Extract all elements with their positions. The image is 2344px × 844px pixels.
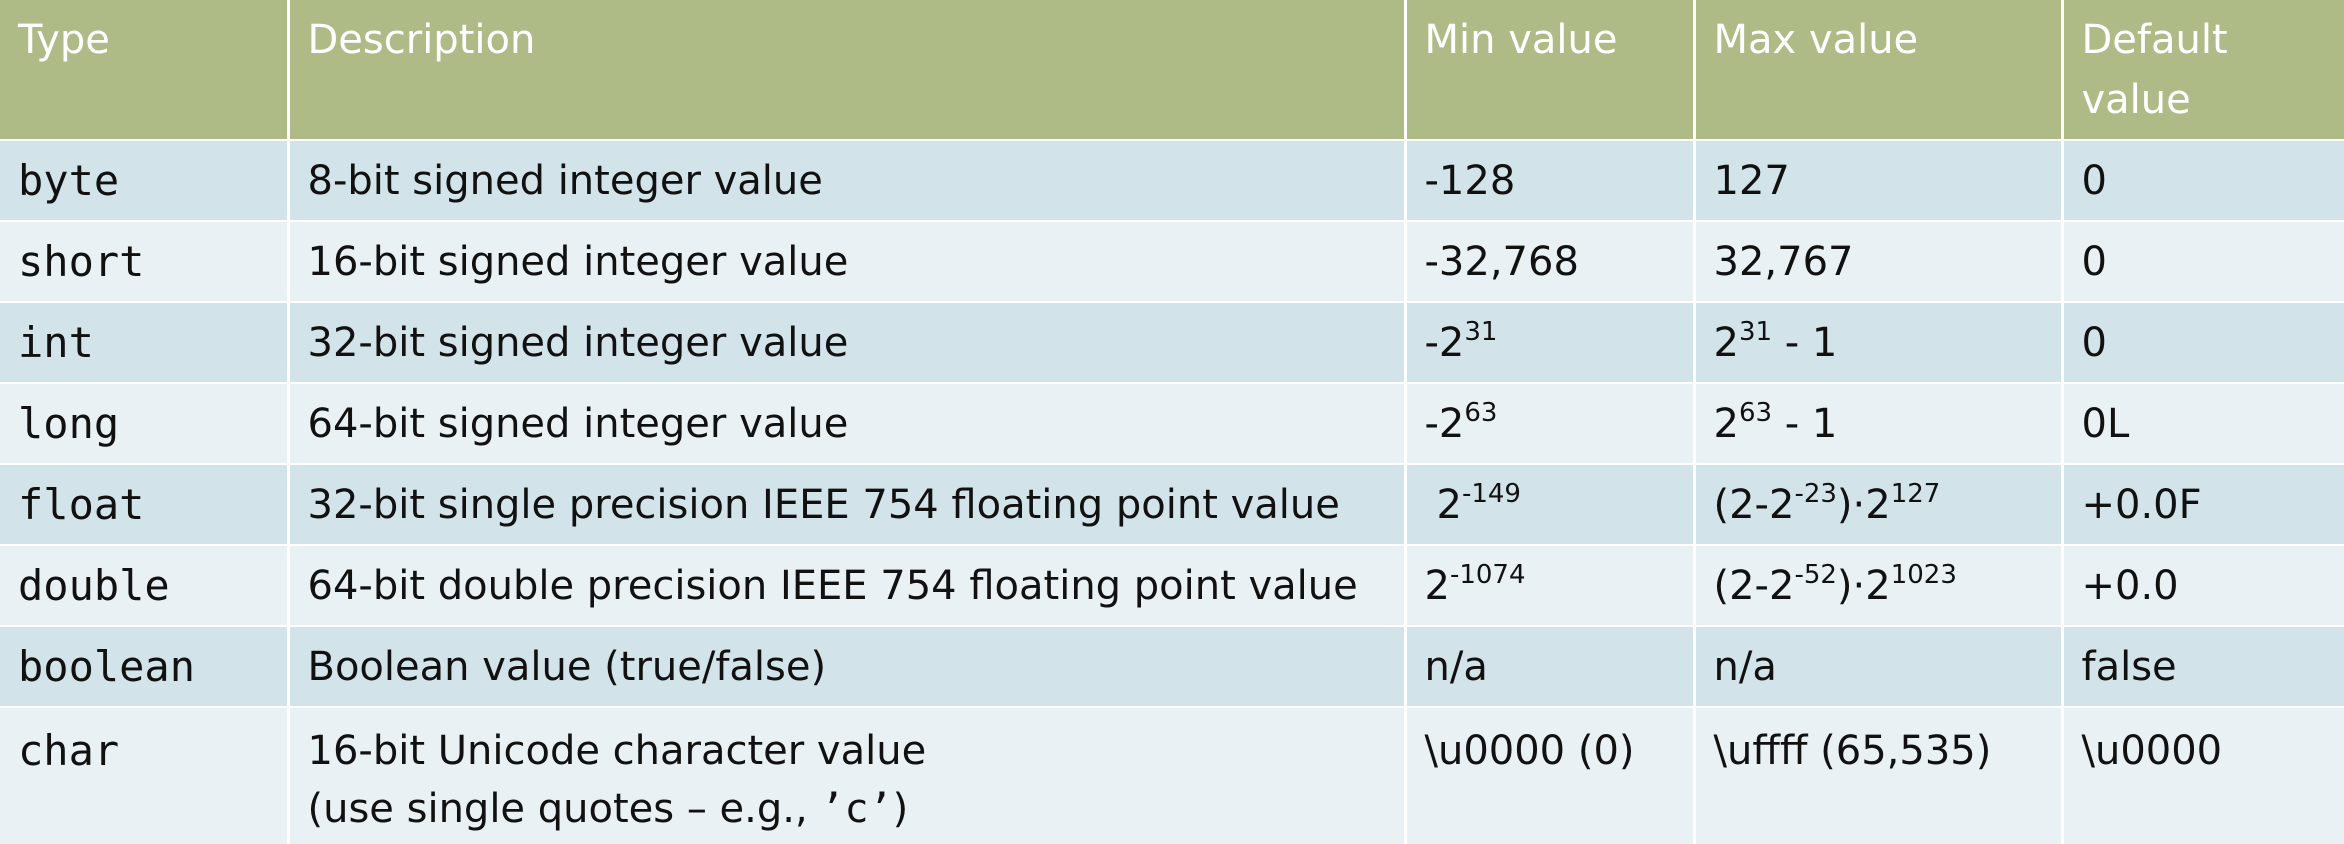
header-row: Type Description Min value Max value Def…: [0, 0, 2344, 140]
max-exponent: 63: [1738, 397, 1773, 428]
cell-type: double: [0, 544, 288, 626]
cell-min-value: \u0000 (0): [1403, 706, 1694, 844]
cell-min-value: -32,768: [1403, 220, 1694, 302]
cell-default-value: 0: [2060, 301, 2344, 383]
cell-type: boolean: [0, 625, 288, 707]
max-part-b: )·2: [1836, 562, 1891, 609]
description-line2: (use single quotes – e.g., ’c’): [308, 780, 1404, 838]
max-base: 2: [1713, 319, 1739, 366]
min-base: -2: [1424, 319, 1465, 366]
max-exponent: 31: [1738, 316, 1773, 347]
header-default-line1: Default: [2081, 17, 2228, 63]
cell-max-value: 127: [1692, 139, 2062, 221]
cell-min-value: 2-149: [1403, 463, 1694, 545]
cell-min-value: 2-1074: [1403, 544, 1694, 626]
cell-type: int: [0, 301, 288, 383]
cell-description: 16-bit signed integer value: [286, 220, 1405, 302]
cell-default-value: 0: [2060, 139, 2344, 221]
max-exponent-a: -52: [1794, 559, 1837, 590]
max-exponent-b: 127: [1890, 478, 1941, 509]
max-base: 2: [1713, 400, 1739, 447]
cell-description: 32-bit signed integer value: [286, 301, 1405, 383]
table-row-int: int 32-bit signed integer value -231 231…: [0, 301, 2344, 383]
cell-max-value: (2-2-52)·21023: [1692, 544, 2062, 626]
cell-max-value: 263 - 1: [1692, 382, 2062, 464]
description-line1: 16-bit Unicode character value: [307, 728, 927, 774]
header-max-value: Max value: [1692, 0, 2062, 140]
cell-type: long: [0, 382, 288, 464]
min-base: -2: [1424, 400, 1465, 447]
max-part-a: (2-2: [1713, 562, 1795, 609]
description-line2-prefix: (use single quotes – e.g.,: [307, 786, 821, 832]
table-row-char: char 16-bit Unicode character value (use…: [0, 706, 2344, 844]
cell-default-value: false: [2060, 625, 2344, 707]
cell-description: Boolean value (true/false): [286, 625, 1405, 707]
cell-default-value: 0: [2060, 220, 2344, 302]
max-part-a: (2-2: [1713, 481, 1795, 528]
cell-max-value: (2-2-23)·2127: [1692, 463, 2062, 545]
cell-description: 8-bit signed integer value: [286, 139, 1405, 221]
cell-min-value: -231: [1403, 301, 1694, 383]
min-exponent: -149: [1461, 478, 1521, 509]
table-header: Type Description Min value Max value Def…: [0, 0, 2344, 140]
header-description: Description: [286, 0, 1405, 140]
cell-type: char: [0, 706, 288, 844]
header-default-line2: value: [2081, 77, 2191, 123]
cell-description: 16-bit Unicode character value (use sing…: [286, 706, 1405, 844]
table-row-long: long 64-bit signed integer value -263 26…: [0, 382, 2344, 464]
cell-description: 32-bit single precision IEEE 754 floatin…: [286, 463, 1405, 545]
min-base: 2: [1436, 481, 1462, 528]
cell-min-value: n/a: [1403, 625, 1694, 707]
table-body: byte 8-bit signed integer value -128 127…: [0, 139, 2344, 844]
table-row-boolean: boolean Boolean value (true/false) n/a n…: [0, 625, 2344, 707]
cell-default-value: \u0000: [2060, 706, 2344, 844]
description-line2-suffix: ): [892, 786, 909, 832]
min-exponent: 63: [1464, 397, 1498, 428]
cell-max-value: \uffff (65,535): [1692, 706, 2062, 844]
min-exponent: -1074: [1449, 559, 1526, 590]
min-base: 2: [1424, 562, 1450, 609]
description-line2-code: ’c’: [820, 786, 893, 832]
table-row-byte: byte 8-bit signed integer value -128 127…: [0, 139, 2344, 221]
cell-type: short: [0, 220, 288, 302]
cell-type: float: [0, 463, 288, 545]
cell-description: 64-bit signed integer value: [286, 382, 1405, 464]
cell-default-value: 0L: [2060, 382, 2344, 464]
cell-description: 64-bit double precision IEEE 754 floatin…: [286, 544, 1405, 626]
max-exponent-a: -23: [1794, 478, 1837, 509]
max-part-b: )·2: [1836, 481, 1891, 528]
cell-min-value: -263: [1403, 382, 1694, 464]
table-row-float: float 32-bit single precision IEEE 754 f…: [0, 463, 2344, 545]
cell-max-value: n/a: [1692, 625, 2062, 707]
min-exponent: 31: [1464, 316, 1498, 347]
cell-min-value: -128: [1403, 139, 1694, 221]
max-tail: - 1: [1772, 400, 1838, 447]
table-row-double: double 64-bit double precision IEEE 754 …: [0, 544, 2344, 626]
cell-max-value: 32,767: [1692, 220, 2062, 302]
header-type: Type: [18, 17, 110, 63]
cell-default-value: +0.0: [2060, 544, 2344, 626]
cell-type: byte: [0, 139, 288, 221]
max-exponent-b: 1023: [1890, 559, 1957, 590]
header-default-value: Default value: [2060, 0, 2344, 140]
cell-max-value: 231 - 1: [1692, 301, 2062, 383]
table-row-short: short 16-bit signed integer value -32,76…: [0, 220, 2344, 302]
max-tail: - 1: [1772, 319, 1838, 366]
header-min-value: Min value: [1403, 0, 1694, 140]
cell-default-value: +0.0F: [2060, 463, 2344, 545]
